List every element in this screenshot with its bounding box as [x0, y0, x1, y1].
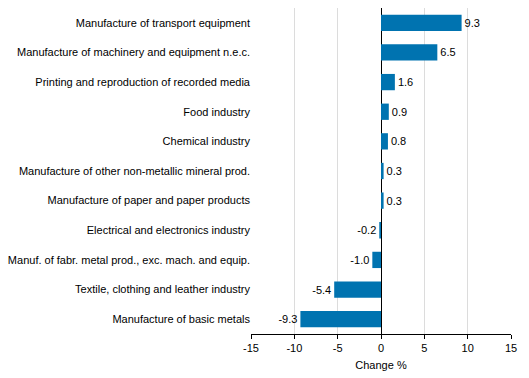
svg-text:0.3: 0.3: [387, 165, 402, 177]
svg-text:-15: -15: [243, 342, 259, 354]
svg-text:0.9: 0.9: [392, 106, 407, 118]
svg-text:Electrical and electronics ind: Electrical and electronics industry: [87, 224, 251, 236]
svg-text:0.3: 0.3: [387, 195, 402, 207]
svg-text:6.5: 6.5: [440, 46, 455, 58]
svg-text:Manufacture of transport equip: Manufacture of transport equipment: [76, 17, 250, 29]
svg-text:Chemical industry: Chemical industry: [163, 135, 251, 147]
svg-text:Printing and reproduction of r: Printing and reproduction of recorded me…: [35, 76, 251, 88]
svg-text:0: 0: [378, 342, 384, 354]
svg-text:-5.4: -5.4: [312, 284, 331, 296]
svg-text:Change %: Change %: [355, 359, 407, 371]
svg-text:-10: -10: [286, 342, 302, 354]
svg-text:15: 15: [505, 342, 517, 354]
svg-text:Manuf. of fabr. metal prod., e: Manuf. of fabr. metal prod., exc. mach. …: [8, 254, 250, 266]
svg-text:-5: -5: [333, 342, 343, 354]
svg-text:Manufacture of machinery and e: Manufacture of machinery and equipment n…: [17, 46, 250, 58]
svg-text:1.6: 1.6: [398, 76, 413, 88]
svg-text:Manufacture of paper and paper: Manufacture of paper and paper products: [48, 194, 251, 206]
svg-text:Food industry: Food industry: [183, 106, 250, 118]
svg-text:10: 10: [462, 342, 474, 354]
svg-text:Manufacture of other non-metal: Manufacture of other non-metallic minera…: [19, 165, 250, 177]
svg-text:0.8: 0.8: [391, 135, 406, 147]
svg-text:Textile, clothing and leather: Textile, clothing and leather industry: [75, 283, 250, 295]
svg-text:-0.2: -0.2: [357, 224, 376, 236]
svg-text:9.3: 9.3: [465, 17, 480, 29]
svg-text:-9.3: -9.3: [278, 313, 297, 325]
svg-text:Manufacture of basic metals: Manufacture of basic metals: [112, 313, 250, 325]
svg-text:5: 5: [421, 342, 427, 354]
svg-text:-1.0: -1.0: [350, 254, 369, 266]
